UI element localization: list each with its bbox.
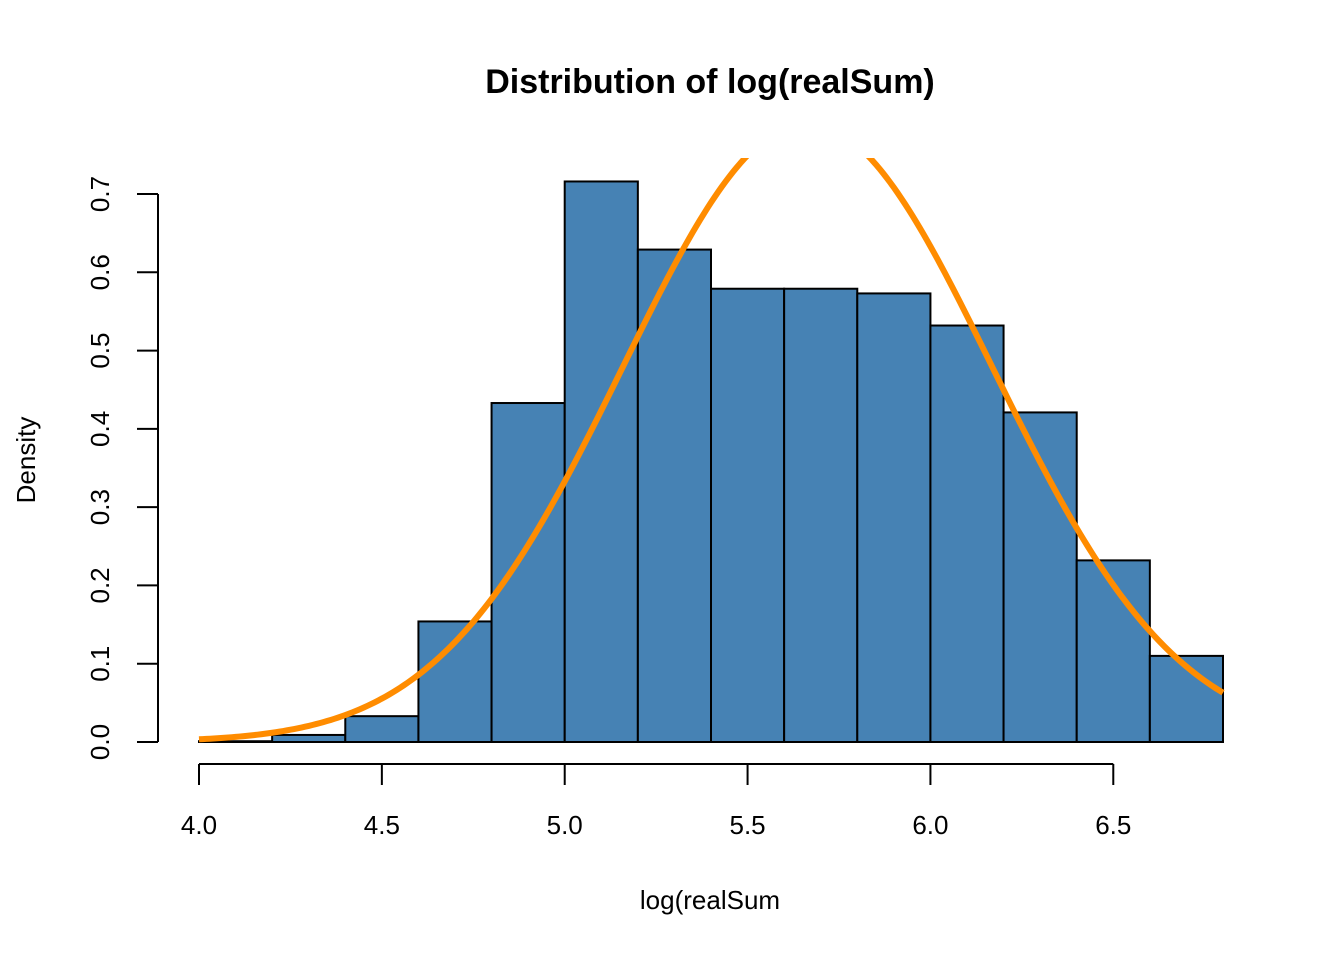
y-axis-label: Density xyxy=(11,417,41,504)
x-axis-label: log(realSum xyxy=(640,885,780,915)
y-tick-label: 0.5 xyxy=(85,332,115,368)
y-tick-label: 0.1 xyxy=(85,646,115,682)
histogram-bar-3 xyxy=(344,715,420,743)
x-tick-label: 6.0 xyxy=(912,810,948,840)
histogram-bar-2 xyxy=(271,733,347,744)
y-tick-label: 0.0 xyxy=(85,724,115,760)
x-tick-label: 4.5 xyxy=(364,810,400,840)
histogram-bar-13 xyxy=(1075,559,1151,743)
x-tick-label: 4.0 xyxy=(181,810,217,840)
chart-title: Distribution of log(realSum) xyxy=(485,63,935,101)
histogram-bar-10 xyxy=(856,292,932,743)
normal-curve-layer xyxy=(198,158,1225,743)
normal-density-curve xyxy=(198,158,1225,743)
histogram-bars xyxy=(198,180,1224,744)
y-tick-label: 0.3 xyxy=(85,489,115,525)
x-tick-label: 5.5 xyxy=(729,810,765,840)
x-tick-label: 5.0 xyxy=(547,810,583,840)
histogram-bar-7 xyxy=(636,248,712,744)
x-axis: 4.0 4.5 5.0 5.5 6.0 6.5 xyxy=(181,763,1131,840)
y-axis: 0.0 0.1 0.2 0.3 0.4 0.5 0.6 0.7 xyxy=(85,176,159,760)
y-tick-label: 0.6 xyxy=(85,254,115,290)
histogram-bar-9 xyxy=(783,287,859,743)
x-tick-label: 6.5 xyxy=(1095,810,1131,840)
histogram-bar-5 xyxy=(490,402,566,743)
y-tick-label: 0.4 xyxy=(85,411,115,447)
y-tick-label: 0.2 xyxy=(85,567,115,603)
histogram-bar-8 xyxy=(710,287,786,743)
histogram-bar-11 xyxy=(929,324,1005,743)
y-tick-label: 0.7 xyxy=(85,176,115,212)
